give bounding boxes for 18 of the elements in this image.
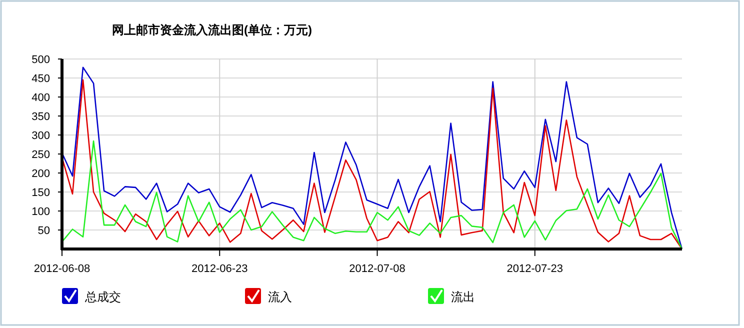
- y-tick-label: 500: [32, 54, 50, 66]
- x-tick-label: 2012-07-23: [506, 263, 564, 275]
- x-tick-label: 2012-07-08: [349, 263, 406, 275]
- x-tick-label: 2012-06-08: [34, 263, 90, 275]
- y-tick-label: 450: [32, 73, 50, 85]
- y-tick-label: 350: [32, 111, 50, 123]
- legend-label: 总成交: [84, 290, 121, 304]
- x-tick-label: 2012-06-23: [191, 263, 248, 275]
- y-tick-label: 300: [32, 130, 50, 142]
- y-tick-label: 400: [32, 92, 50, 104]
- legend-label: 流出: [451, 290, 475, 304]
- chart-title: 网上邮市资金流入流出图(单位：万元): [112, 23, 312, 37]
- y-tick-label: 150: [32, 187, 50, 199]
- y-tick-label: 200: [32, 168, 50, 180]
- y-tick-label: 100: [32, 206, 50, 218]
- legend-label: 流入: [268, 290, 292, 304]
- y-tick-label: 250: [32, 149, 50, 161]
- y-tick-label: 50: [38, 225, 50, 237]
